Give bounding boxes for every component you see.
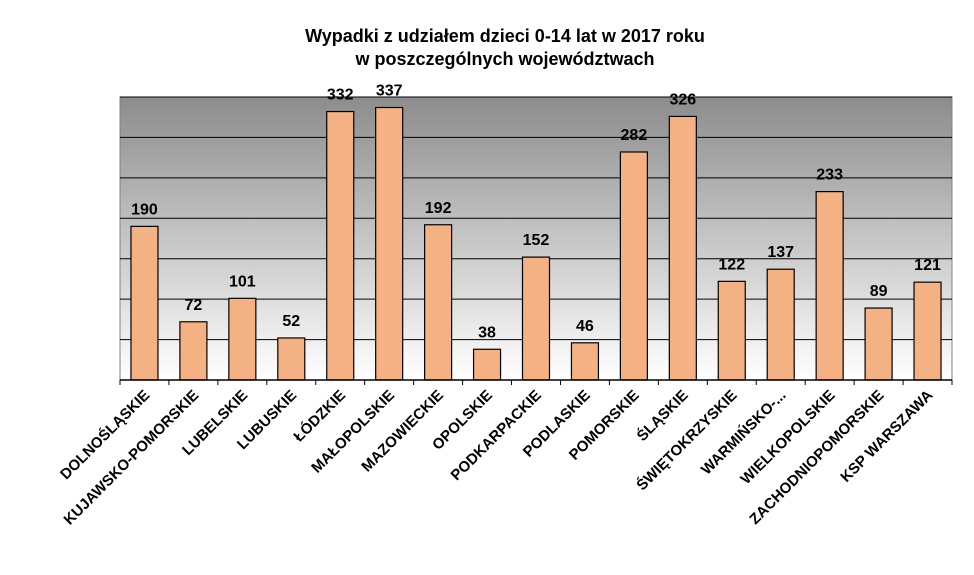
bar — [277, 337, 306, 381]
bar — [521, 256, 551, 381]
bar — [326, 110, 355, 381]
bar — [570, 342, 600, 381]
data-label: 121 — [914, 257, 941, 274]
category-label: MAŁOPOLSKIE — [308, 387, 398, 477]
data-label: 332 — [327, 87, 354, 104]
data-label: 282 — [621, 127, 648, 144]
gridlines — [120, 96, 952, 341]
category-labels: DOLNOŚLĄSKIEKUJAWSKO-POMORSKIELUBELSKIEL… — [56, 386, 936, 528]
bar — [130, 225, 159, 381]
bar — [472, 348, 502, 381]
category-label: KSP WARSZAWA — [837, 387, 936, 486]
chart-title: Wypadki z udziałem dzieci 0-14 lat w 201… — [305, 26, 705, 46]
bar — [815, 191, 844, 381]
category-label: DOLNOŚLĄSKIE — [56, 386, 153, 483]
data-label: 152 — [523, 232, 550, 249]
data-label: 233 — [816, 167, 843, 184]
bar — [766, 268, 795, 381]
data-label: 38 — [478, 324, 496, 341]
data-label: 72 — [185, 297, 203, 314]
data-label: 190 — [131, 201, 158, 218]
data-label: 52 — [282, 313, 300, 330]
value-labels: 190 72 101 52 332 337 192 38 152 46 282 326 122 137 23… — [131, 83, 941, 342]
data-label: 89 — [870, 283, 888, 300]
data-label: 46 — [576, 318, 594, 335]
data-label: 192 — [425, 200, 452, 217]
bar — [375, 106, 404, 381]
bars — [130, 106, 942, 381]
data-label: 137 — [767, 244, 794, 261]
category-label: WARMIŃSKO-... — [698, 387, 790, 479]
chart-subtitle: w poszczególnych województwach — [354, 49, 654, 69]
bar — [864, 307, 893, 381]
bar — [717, 280, 746, 381]
bar — [424, 224, 453, 381]
data-label: 337 — [376, 83, 403, 100]
bar — [228, 297, 257, 381]
bar — [179, 321, 208, 381]
category-label: WIELKOPOLSKIE — [737, 387, 838, 488]
x-axis-ticks — [119, 380, 953, 385]
bar — [913, 281, 942, 381]
bar — [668, 115, 697, 381]
category-label: PODKARPACKIE — [448, 387, 545, 484]
data-label: 101 — [229, 273, 256, 290]
data-label: 326 — [669, 91, 696, 108]
bar — [619, 151, 648, 381]
data-label: 122 — [718, 256, 745, 273]
